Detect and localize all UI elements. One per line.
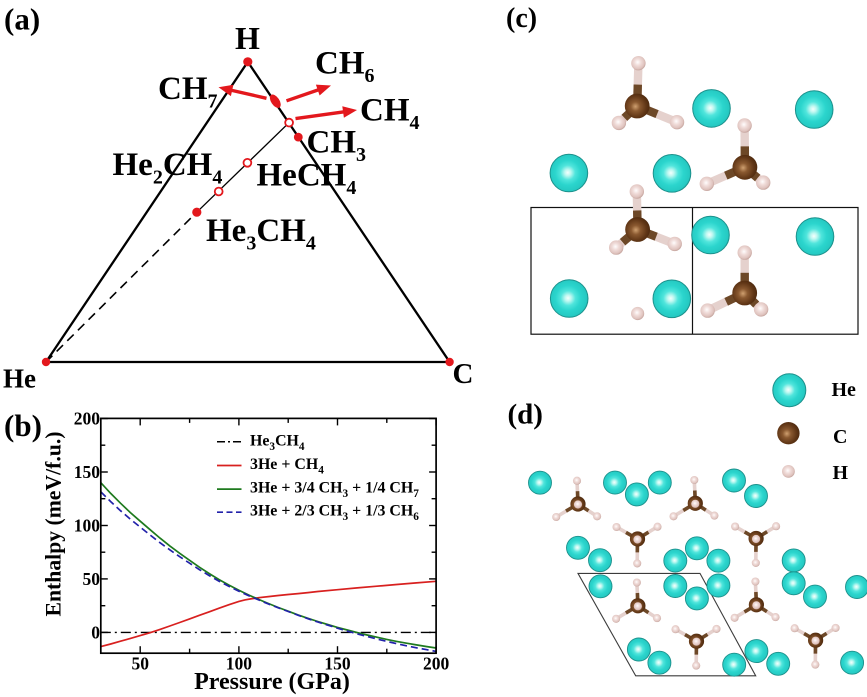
svg-text:100: 100: [74, 516, 101, 536]
svg-text:50: 50: [83, 569, 101, 589]
svg-text:(a): (a): [4, 2, 40, 37]
svg-text:He: He: [3, 363, 36, 393]
svg-text:Enthalpy (meV/f.u.): Enthalpy (meV/f.u.): [42, 432, 66, 617]
svg-text:50: 50: [131, 654, 149, 674]
svg-text:CH3​: CH3​: [307, 124, 367, 166]
svg-text:(c): (c): [506, 3, 537, 34]
svg-text:H: H: [235, 20, 260, 56]
svg-text:He3​CH4​: He3​CH4​: [250, 432, 305, 453]
svg-text:He: He: [832, 379, 857, 401]
svg-text:3He + 2/3 CH3​ + 1/3 CH6​: 3He + 2/3 CH3​ + 1/3 CH6​: [250, 503, 419, 524]
svg-text:C: C: [453, 358, 474, 390]
svg-text:Pressure (GPa): Pressure (GPa): [194, 669, 350, 695]
svg-text:C: C: [833, 426, 847, 448]
svg-text:(b): (b): [4, 408, 42, 443]
svg-text:CH6​: CH6​: [315, 46, 375, 88]
svg-text:150: 150: [74, 462, 101, 482]
svg-text:HeCH4​: HeCH4​: [257, 158, 357, 200]
svg-text:He2​CH4​: He2​CH4​: [113, 147, 223, 189]
svg-text:0: 0: [91, 623, 100, 643]
svg-text:CH7​: CH7​: [158, 71, 218, 113]
svg-text:H: H: [833, 462, 849, 484]
svg-text:CH4​: CH4​: [360, 92, 420, 133]
svg-text:3He + CH4​: 3He + CH4​: [250, 456, 324, 477]
svg-text:200: 200: [74, 409, 101, 429]
svg-text:He3​CH4​: He3​CH4​: [206, 213, 316, 255]
svg-text:150: 150: [324, 654, 351, 674]
svg-text:100: 100: [226, 654, 253, 674]
svg-text:3He + 3/4 CH3​ + 1/4 CH7​: 3He + 3/4 CH3​ + 1/4 CH7​: [250, 480, 419, 501]
svg-text:(d): (d): [508, 399, 543, 431]
svg-text:200: 200: [423, 654, 450, 674]
